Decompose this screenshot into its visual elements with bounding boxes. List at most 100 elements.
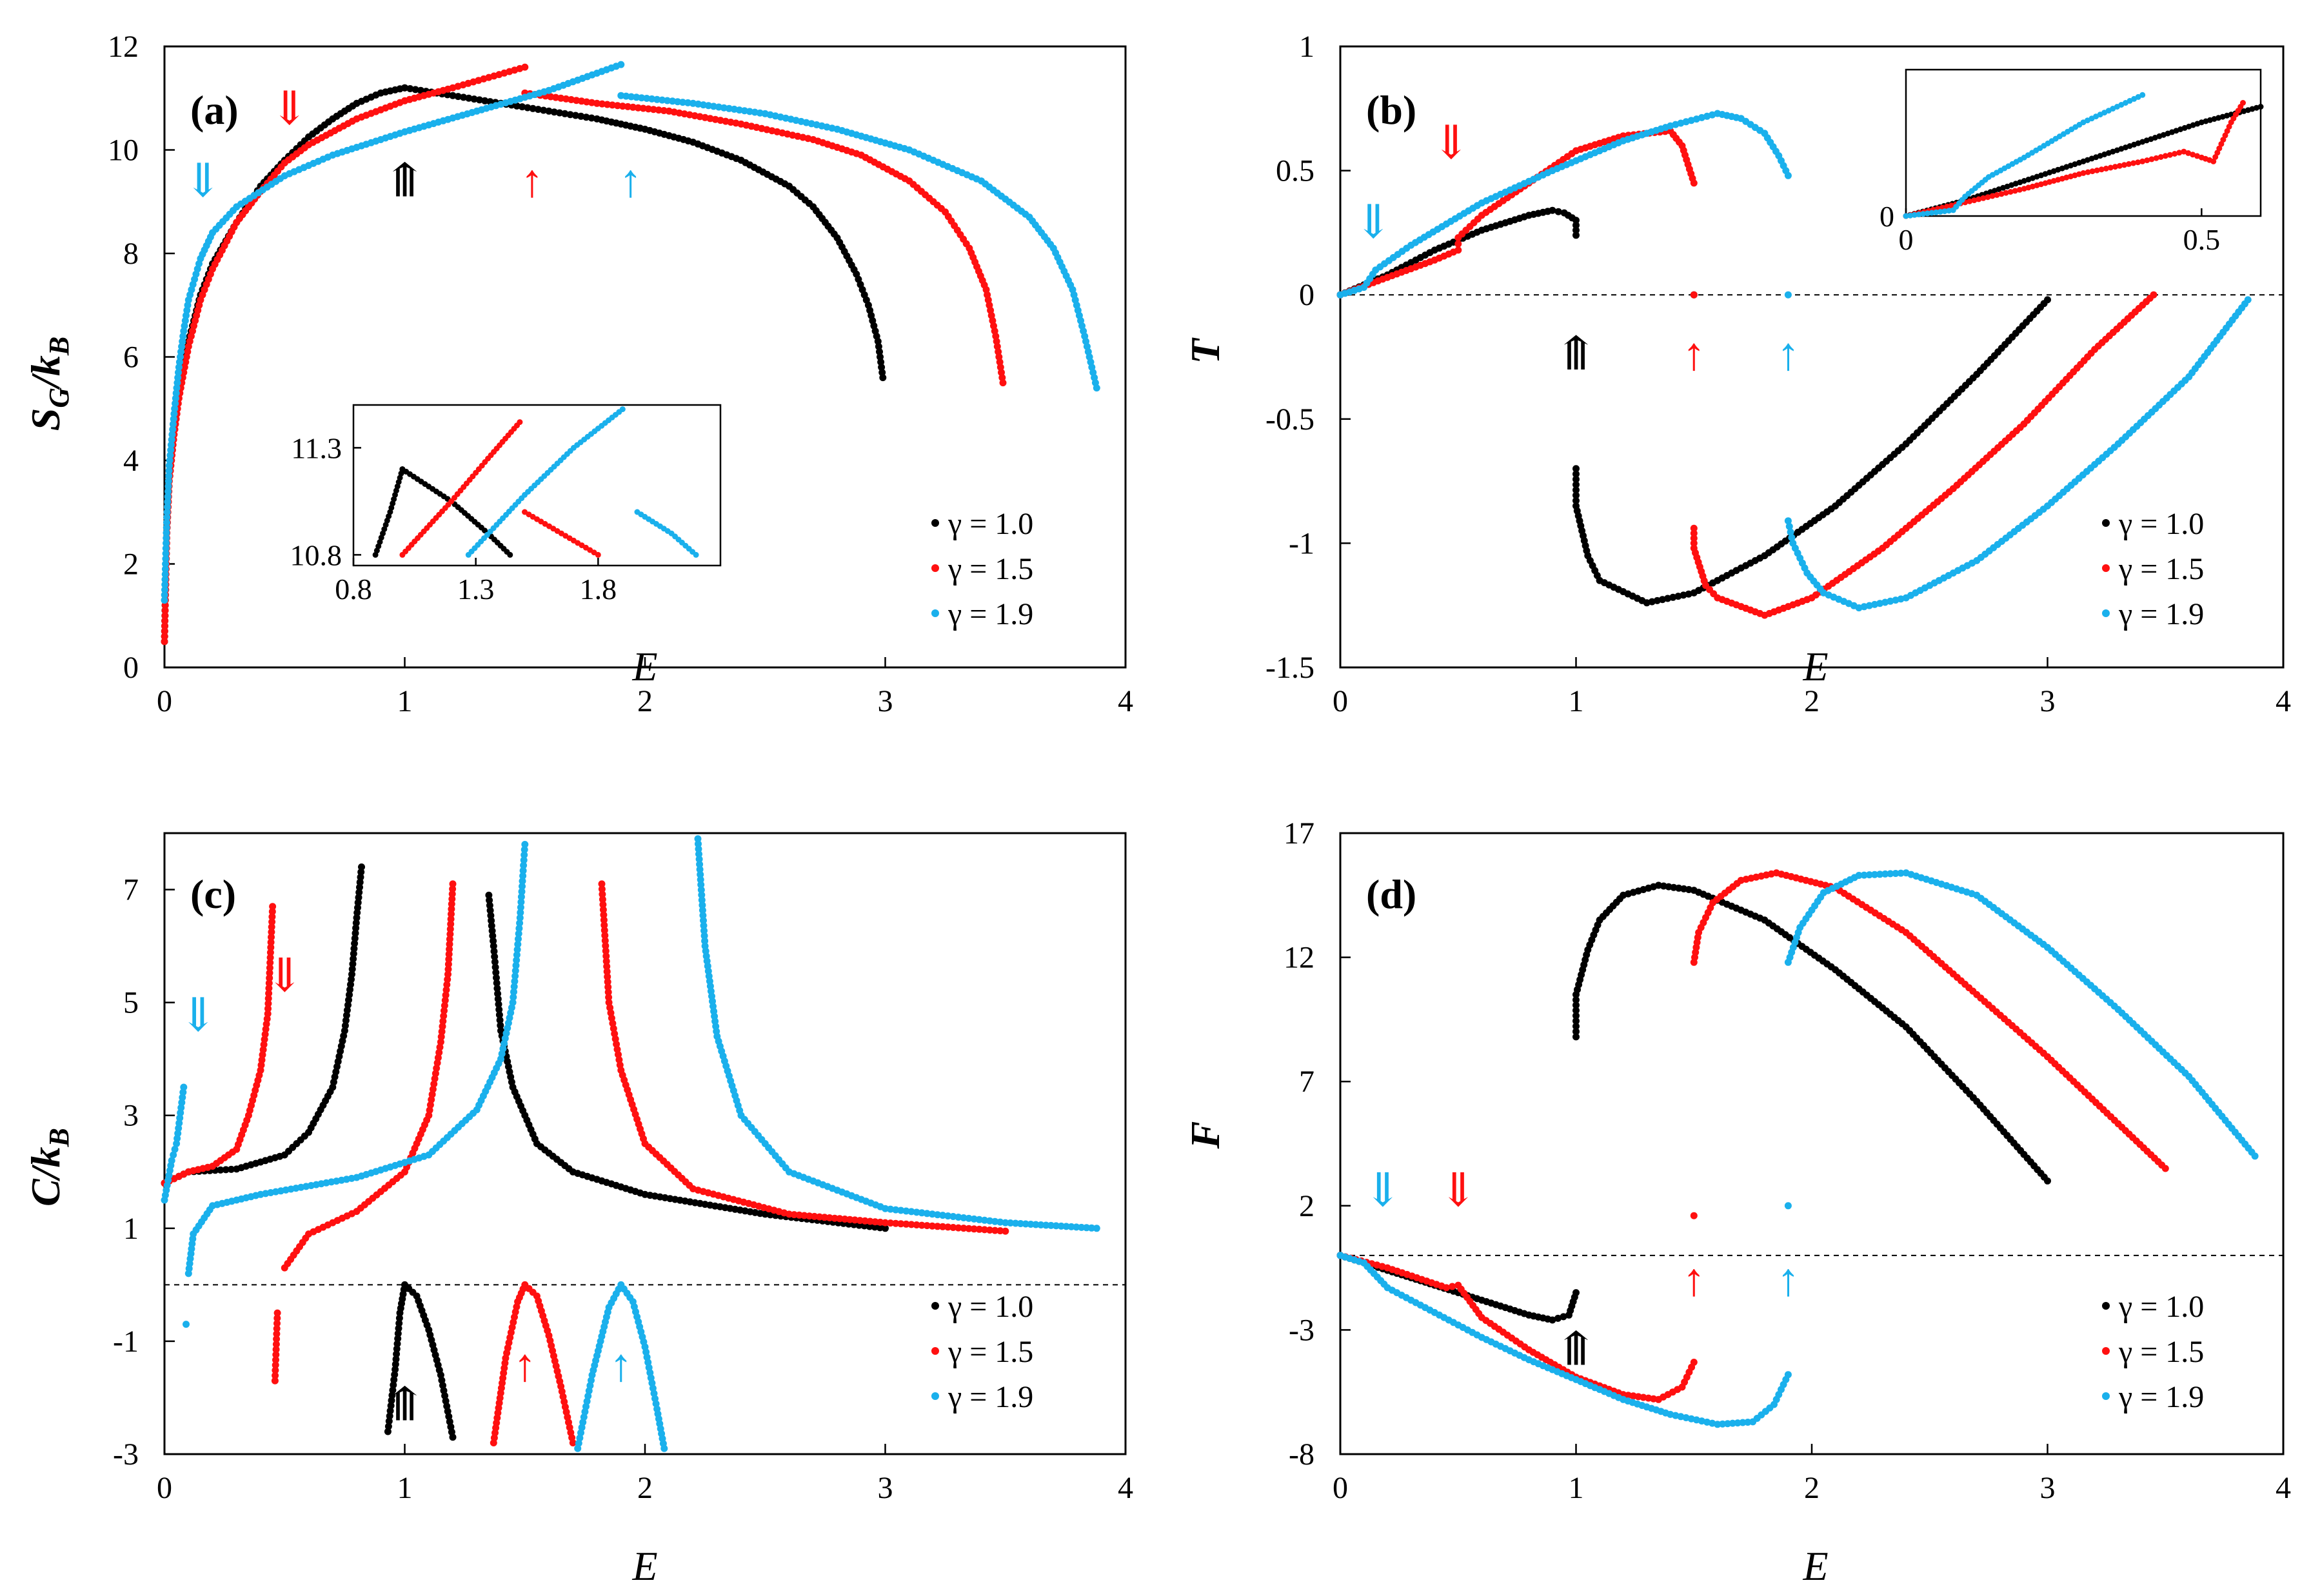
chart-c-point [897, 1220, 905, 1228]
chart-d-point [1784, 1202, 1792, 1210]
chart-c-point [515, 925, 523, 932]
chart-b-inset-point [2148, 156, 2155, 163]
chart-c-point [949, 1213, 957, 1220]
chart-a-point [628, 93, 635, 101]
legend-marker-g19 [931, 609, 939, 617]
chart-d-point [1449, 1283, 1456, 1290]
chart-d-arrow-1: ⇓ [1439, 1165, 1478, 1216]
chart-c-point [426, 1101, 434, 1108]
chart-c-point [913, 1221, 920, 1228]
chart-a-point [562, 95, 570, 103]
chart-d-axis-xtick-label: 2 [1804, 1471, 1820, 1505]
chart-c-point [390, 1381, 397, 1389]
chart-a-point [173, 384, 181, 392]
chart-c-axis-ytick-label: 5 [123, 986, 139, 1020]
chart-c-point [263, 1015, 271, 1023]
chart-c-point [265, 985, 273, 992]
chart-c-point [970, 1225, 978, 1233]
chart-c-point [266, 959, 274, 967]
chart-c-point [348, 965, 356, 973]
chart-a-point [875, 342, 882, 350]
chart-c-point [349, 960, 357, 968]
chart-a-axis-xtick-label: 1 [397, 684, 413, 718]
chart-c-arrow-4: ↑ [610, 1339, 633, 1391]
chart-c-point [944, 1223, 952, 1231]
chart-b-inset-axis-xtick-label: 0 [1899, 223, 1914, 256]
chart-b-inset-point [2112, 164, 2118, 170]
chart-c-point [882, 1225, 889, 1232]
chart-b-inset-point [2139, 158, 2146, 164]
legend-marker-g15 [931, 1347, 939, 1355]
chart-d-point [1572, 1028, 1580, 1036]
chart-c-point [486, 896, 493, 904]
chart-c-point [261, 1030, 269, 1038]
chart-c-point [697, 876, 704, 883]
chart-c-point [699, 907, 706, 914]
chart-c-point [1022, 1220, 1029, 1228]
chart-b-axis-xtick-label: 3 [2040, 684, 2056, 718]
chart-c-point [395, 1325, 402, 1332]
chart-b-point [1572, 497, 1580, 504]
legend-label-g15: γ = 1.5 [2118, 552, 2204, 586]
chart-a-point [161, 607, 169, 615]
chart-c-point [449, 885, 457, 893]
chart-a-point [465, 94, 473, 102]
chart-a-point [175, 359, 183, 366]
chart-c-point [517, 898, 525, 906]
panel-a-ylabel-main: S [23, 408, 68, 431]
chart-c-point [441, 996, 449, 1004]
chart-a-axis-xtick-label: 2 [637, 684, 653, 718]
chart-d-axis-ytick-label: 7 [1299, 1065, 1314, 1099]
chart-c-point [442, 986, 450, 994]
chart-c-point [384, 1423, 392, 1430]
chart-c-point [273, 1314, 281, 1322]
chart-b-inset-point [2214, 150, 2221, 156]
chart-c-point [697, 871, 704, 878]
chart-c-point [700, 927, 708, 934]
chart-c-point [599, 896, 606, 903]
chart-d-arrow-4: ↑ [1776, 1254, 1800, 1305]
chart-c-point [390, 1376, 398, 1384]
chart-c-point [515, 930, 522, 938]
chart-a-point [664, 97, 671, 104]
chart-a-point [756, 109, 764, 117]
chart-a-inset-axis-ytick-label: 10.8 [290, 538, 342, 571]
chart-a-point [175, 364, 183, 371]
chart-b-point [1887, 597, 1894, 605]
chart-c-point [923, 1210, 931, 1217]
chart-b-inset-point [1971, 197, 1978, 204]
chart-a-point [164, 482, 172, 490]
chart-c-point [980, 1216, 988, 1224]
chart-b-inset-point [1924, 210, 1930, 217]
chart-d-point [1734, 1419, 1741, 1427]
panel-a: (a) E SG/kB γ = 1.0 γ = 1.5 γ = 1.9 [23, 87, 1033, 689]
chart-d-axis-ytick-label: -3 [1289, 1313, 1314, 1347]
legend-label-g15: γ = 1.5 [947, 1335, 1033, 1369]
legend-label-g19: γ = 1.9 [2118, 597, 2204, 631]
legend-label-g15: γ = 1.5 [2118, 1335, 2204, 1369]
chart-c-point [425, 1112, 433, 1119]
chart-c-point [268, 928, 275, 936]
chart-b-inset-point [2226, 123, 2232, 130]
chart-c-axis-xtick-label: 4 [1118, 1471, 1133, 1505]
legend-marker-g19 [931, 1392, 939, 1400]
chart-b-inset-point [2222, 132, 2228, 139]
chart-c-point [272, 1361, 279, 1369]
chart-c-axis-ytick-label: 3 [123, 1099, 139, 1133]
chart-c-point [991, 1217, 999, 1225]
chart-c-point [600, 911, 608, 919]
chart-c-point [490, 942, 497, 950]
legend-label-g19: γ = 1.9 [2118, 1380, 2204, 1414]
legend-label-g15: γ = 1.5 [947, 552, 1033, 586]
chart-a-point [709, 103, 717, 110]
chart-c-point [389, 1386, 397, 1394]
chart-c-point [975, 1225, 983, 1233]
chart-a-point [161, 617, 169, 625]
chart-c-point [393, 1340, 401, 1348]
chart-b-series-2 [1336, 110, 2252, 612]
chart-a-point [513, 102, 521, 110]
chart-c-point [851, 1216, 858, 1224]
chart-b-inset-point [1933, 209, 1939, 215]
chart-c-point [490, 937, 497, 945]
chart-c-point [386, 1412, 393, 1420]
